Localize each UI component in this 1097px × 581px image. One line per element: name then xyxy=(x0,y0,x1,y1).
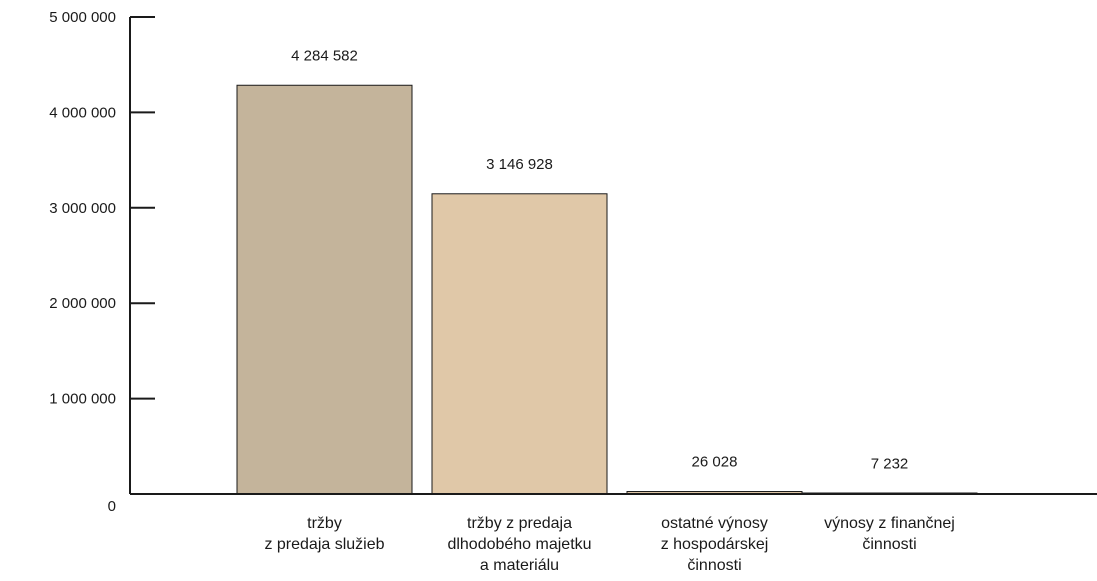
y-tick-label: 4 000 000 xyxy=(49,104,116,121)
bar-value-label: 4 284 582 xyxy=(291,47,358,64)
bar-value-label: 7 232 xyxy=(871,455,909,472)
y-tick-label: 5 000 000 xyxy=(49,9,116,26)
bar-value-label: 3 146 928 xyxy=(486,156,553,173)
y-tick-label: 0 xyxy=(108,498,116,515)
category-labels-group: tržby z predaja služieb tržby z predaja dlh… xyxy=(264,515,954,574)
y-tick-label: 2 000 000 xyxy=(49,295,116,312)
category-label: tržby z predaja dlhodobého majetku a mater… xyxy=(447,515,591,574)
bar-value-label: 26 028 xyxy=(692,454,738,471)
category-label: výnosy z finančnej činnosti xyxy=(824,515,955,553)
y-ticks-group: 0 1 000 000 2 000 000 3 000 000 4 000 000 5 0… xyxy=(49,9,155,515)
category-label: ostatné výnosy z hospodárskej činnosti xyxy=(661,515,769,574)
bar-1 xyxy=(236,84,413,495)
data-labels-group: 4 284 582 3 146 928 26 028 7 232 xyxy=(291,47,908,472)
y-tick-label: 3 000 000 xyxy=(49,200,116,217)
bars-group xyxy=(236,84,978,495)
y-tick-label: 1 000 000 xyxy=(49,391,116,408)
category-label: tržby z predaja služieb xyxy=(264,515,384,553)
bar-2 xyxy=(431,193,608,495)
